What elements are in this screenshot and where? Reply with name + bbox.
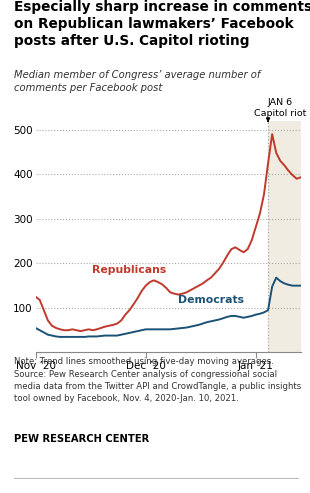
Text: Median member of Congress’ average number of
comments per Facebook post: Median member of Congress’ average numbe… bbox=[14, 70, 260, 93]
Text: Republicans: Republicans bbox=[92, 265, 166, 275]
Text: Note: Trend lines smoothed using five-day moving averages.
Source: Pew Research : Note: Trend lines smoothed using five-da… bbox=[14, 357, 301, 403]
Text: Especially sharp increase in comments
on Republican lawmakers’ Facebook
posts af: Especially sharp increase in comments on… bbox=[14, 0, 310, 47]
Text: Democrats: Democrats bbox=[178, 295, 244, 306]
Text: JAN 6
Capitol riot: JAN 6 Capitol riot bbox=[254, 98, 307, 118]
Text: PEW RESEARCH CENTER: PEW RESEARCH CENTER bbox=[14, 434, 149, 444]
Bar bbox=[268, 121, 301, 352]
